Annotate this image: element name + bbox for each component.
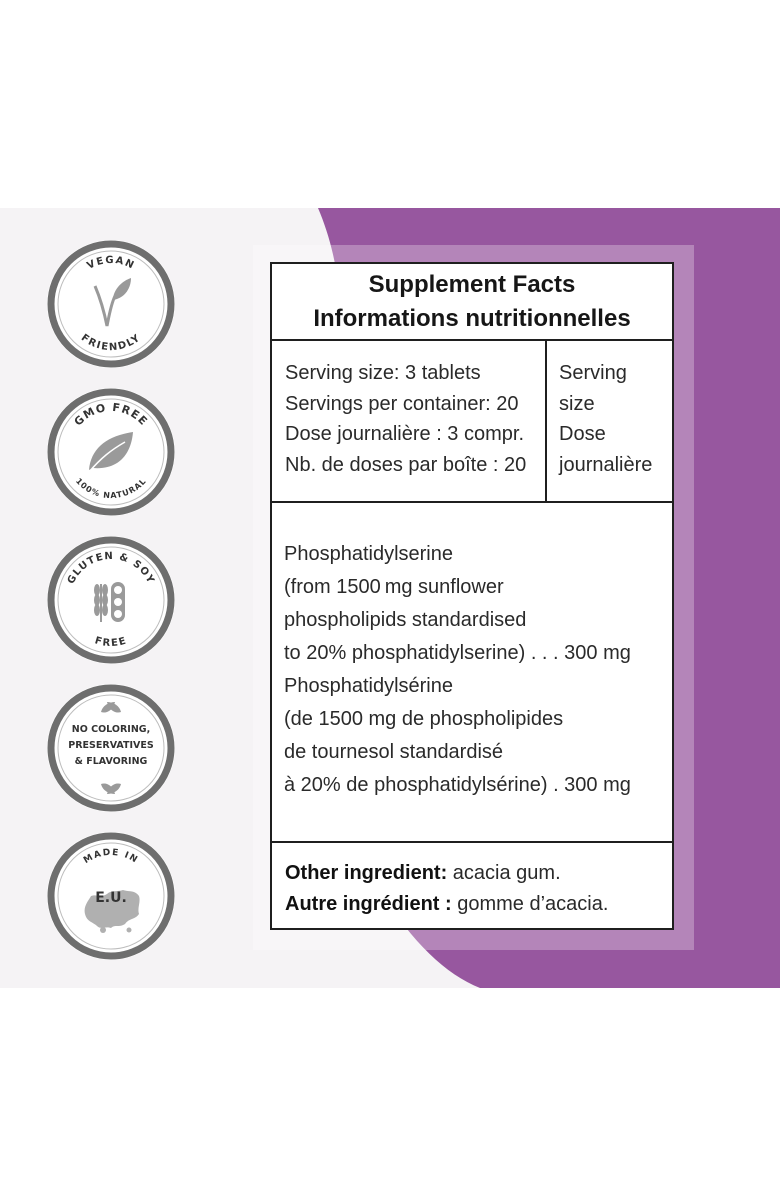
badge-line-3: & FLAVORING bbox=[75, 756, 148, 767]
ingredient-line: à 20% de phosphatidylsérine) . 300 mg bbox=[284, 774, 631, 796]
serving-row: Serving size: 3 tablets Servings per con… bbox=[272, 341, 672, 503]
badge-top-text: VEGAN bbox=[85, 255, 135, 272]
vegan-friendly-badge: VEGAN FRIENDLY bbox=[45, 238, 177, 370]
serving-line: Nb. de doses par boîte : 20 bbox=[285, 453, 527, 476]
badge-line-1: NO COLORING, bbox=[72, 724, 150, 735]
other-label-en: Other ingredient: bbox=[285, 862, 448, 884]
made-in-eu-badge: MADE IN E.U. bbox=[45, 830, 177, 962]
serving-header-line: Dose bbox=[559, 423, 606, 445]
supplement-facts-table: Supplement Facts Informations nutritionn… bbox=[270, 262, 674, 930]
serving-header-line: size bbox=[559, 392, 595, 415]
ingredient-line: to 20% phosphatidylserine) . . . 300 mg bbox=[284, 642, 631, 664]
europe-map-icon bbox=[84, 890, 140, 933]
ingredient-line: Phosphatidylsérine bbox=[284, 675, 453, 697]
serving-line: Dose journalière : 3 compr. bbox=[285, 423, 525, 445]
gluten-soy-free-badge: GLUTEN & SOY FREE bbox=[45, 534, 177, 666]
ingredients-block: Phosphatidylserine (from 1500 mg sunflow… bbox=[272, 503, 672, 843]
serving-header-line: Serving bbox=[559, 362, 627, 384]
ingredient-line: (from 1500 mg sunflower bbox=[284, 576, 504, 598]
ingredient-line: (de 1500 mg de phospholipides bbox=[284, 708, 564, 730]
other-value-en: acacia gum. bbox=[447, 862, 561, 884]
wheat-soy-icon bbox=[94, 582, 125, 622]
other-ingredient-fr: Autre ingrédient : gomme d’acacia. bbox=[285, 889, 672, 920]
other-label-fr: Autre ingrédient : bbox=[285, 893, 452, 915]
leaves-icon bbox=[101, 702, 121, 794]
no-coloring-badge: NO COLORING, PRESERVATIVES & FLAVORING bbox=[45, 682, 177, 814]
serving-info: Serving size: 3 tablets Servings per con… bbox=[272, 341, 547, 501]
serving-line: Servings per container: 20 bbox=[285, 392, 519, 415]
product-banner: VEGAN FRIENDLY GMO FREE 100% bbox=[0, 208, 780, 988]
other-ingredient-en: Other ingredient: acacia gum. bbox=[285, 858, 672, 889]
serving-line: Serving size: 3 tablets bbox=[285, 362, 481, 384]
other-ingredients: Other ingredient: acacia gum. Autre ingr… bbox=[272, 843, 672, 920]
svg-text:FREE: FREE bbox=[93, 635, 128, 649]
ingredient-line: phospholipids standardised bbox=[284, 609, 527, 631]
gmo-free-leaf-icon bbox=[88, 432, 133, 473]
badge-center-text: E.U. bbox=[95, 890, 127, 906]
facts-title-en: Supplement Facts bbox=[368, 271, 576, 298]
badge-line-2: PRESERVATIVES bbox=[68, 740, 154, 751]
badge-bottom-text: FREE bbox=[93, 635, 127, 649]
ingredient-line: Phosphatidylserine bbox=[284, 543, 453, 565]
svg-text:VEGAN: VEGAN bbox=[85, 255, 136, 272]
gmo-free-badge: GMO FREE 100% NATURAL bbox=[45, 386, 177, 518]
serving-header-line: journalière bbox=[559, 453, 653, 476]
facts-title-fr: Informations nutritionnelles bbox=[313, 305, 631, 332]
facts-title: Supplement Facts Informations nutritionn… bbox=[272, 264, 672, 341]
other-value-fr: gomme d’acacia. bbox=[451, 893, 609, 915]
serving-header: Serving size Dose journalière bbox=[547, 341, 672, 501]
vegan-leaf-icon bbox=[93, 278, 131, 327]
ingredient-line: de tournesol standardisé bbox=[284, 741, 504, 763]
